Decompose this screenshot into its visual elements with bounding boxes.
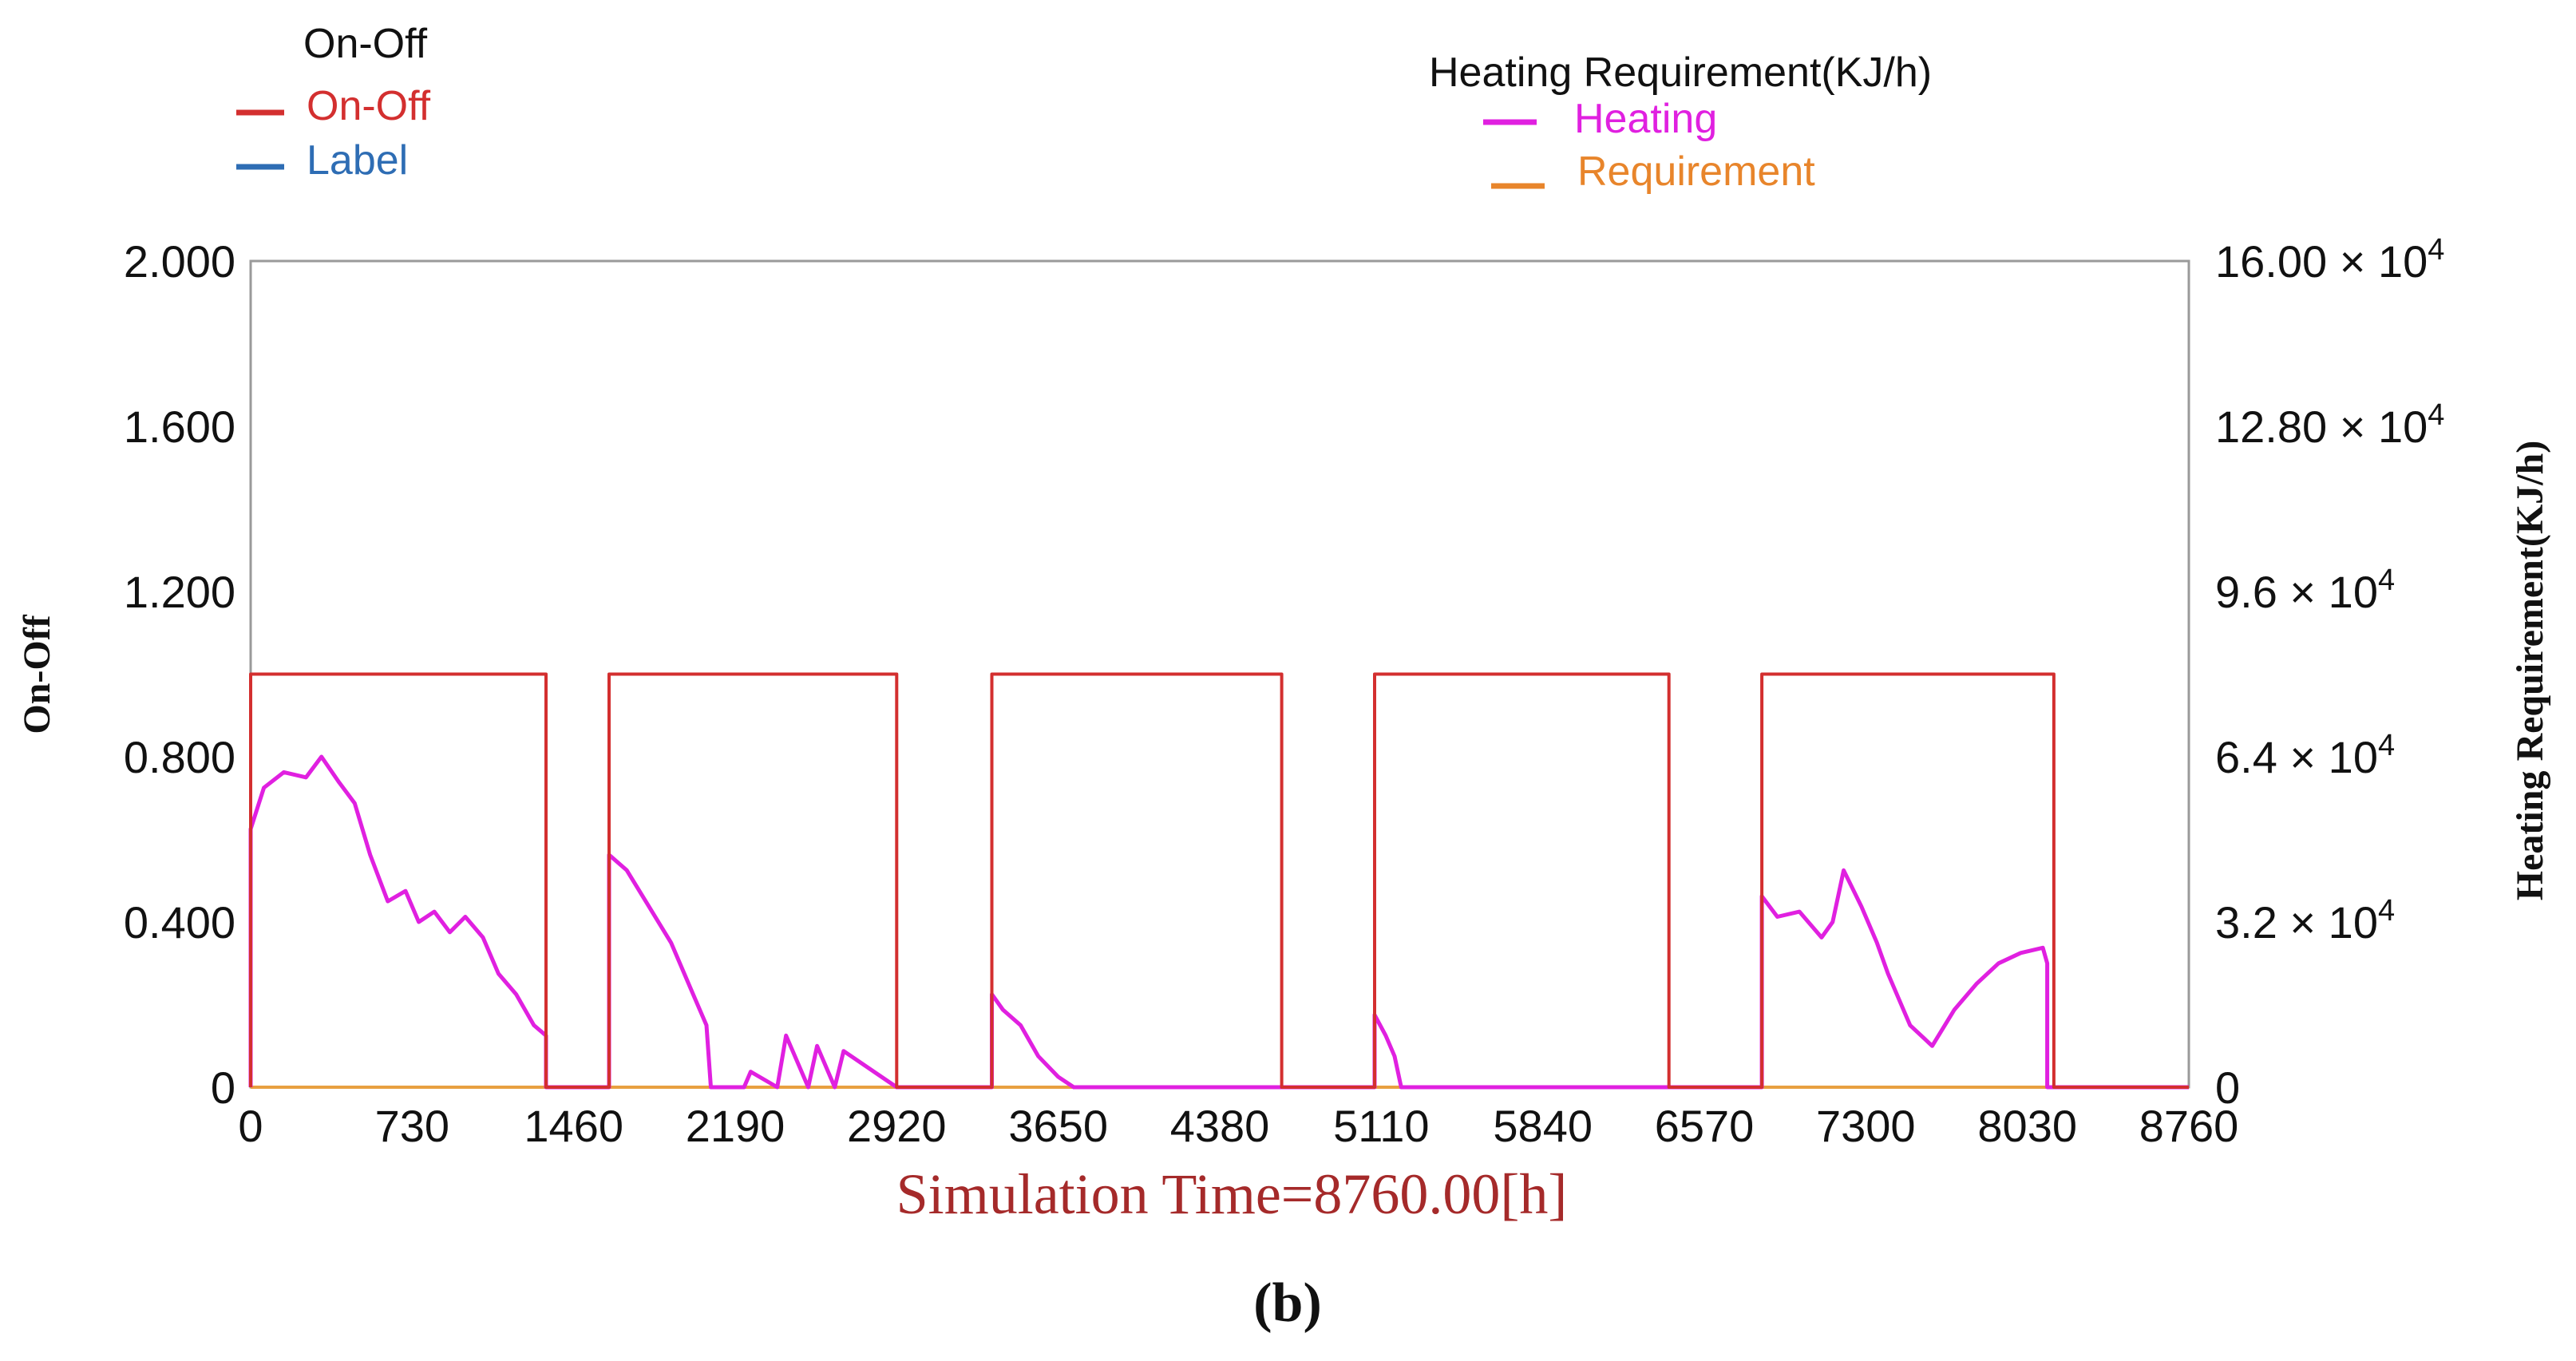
- x-tick-label: 6570: [1655, 1101, 1755, 1151]
- y-left-tick-label: 0: [211, 1062, 235, 1113]
- x-tick-label: 3650: [1008, 1101, 1108, 1151]
- legend-right-title: Heating Requirement(KJ/h): [1429, 49, 1932, 96]
- y-right-tick-label: 6.4 × 104: [2215, 729, 2395, 782]
- x-tick-label: 8760: [2139, 1101, 2239, 1151]
- y-axis-left-ticks: 0 0.400 0.800 1.200 1.600 2.000: [124, 236, 235, 1113]
- y-left-tick-label: 2.000: [124, 236, 235, 287]
- y-right-tick-label: 9.6 × 104: [2215, 564, 2395, 617]
- y-right-tick-label: 12.80 × 104: [2215, 398, 2444, 452]
- series-line-on-off: [249, 672, 2189, 1089]
- legend-right-label-1: Requirement: [1577, 148, 1815, 195]
- y-right-tick-label: 0: [2215, 1062, 2240, 1113]
- legend-left-title: On-Off: [303, 21, 428, 67]
- x-tick-label: 730: [375, 1101, 449, 1151]
- y-axis-left-label: On-Off: [16, 614, 58, 734]
- x-tick-label: 1460: [524, 1101, 623, 1151]
- x-tick-label: 2920: [847, 1101, 947, 1151]
- y-axis-right-label: Heating Requirement(KJ/h): [2509, 441, 2551, 900]
- legend-right: Heating Requirement(KJ/h) Heating Requir…: [1429, 49, 1932, 195]
- series-line-heating: [248, 754, 2189, 1090]
- x-tick-label: 8030: [1977, 1101, 2077, 1151]
- legend-left-label-0: On-Off: [307, 83, 431, 129]
- legend-left: On-Off On-Off Label: [236, 21, 431, 184]
- y-right-tick-label: 16.00 × 104: [2215, 233, 2444, 287]
- figure-caption: (b): [1253, 1272, 1322, 1334]
- x-tick-label: 4380: [1170, 1101, 1270, 1151]
- y-left-tick-label: 0.800: [124, 732, 235, 782]
- x-tick-label: 5110: [1333, 1101, 1429, 1151]
- x-tick-label: 5840: [1493, 1101, 1593, 1151]
- legend-right-label-0: Heating: [1574, 96, 1717, 142]
- x-axis-ticks: 0 730 1460 2190 2920 3650 4380 5110 5840 6570 7300…: [238, 1101, 2238, 1151]
- y-left-tick-label: 0.400: [124, 897, 235, 948]
- legend-left-label-1: Label: [307, 137, 408, 184]
- y-left-tick-label: 1.200: [124, 567, 235, 617]
- x-tick-label: 2190: [686, 1101, 785, 1151]
- x-tick-label: 7300: [1816, 1101, 1916, 1151]
- y-axis-right-ticks: 0 3.2 × 104 6.4 × 104 9.6 × 104 12.80 × 104 1…: [2215, 233, 2444, 1113]
- series-layer: [248, 672, 2189, 1090]
- y-right-tick-label: 3.2 × 104: [2215, 894, 2395, 948]
- x-tick-label: 0: [238, 1101, 263, 1151]
- x-axis-label: Simulation Time=8760.00[h]: [896, 1162, 1568, 1226]
- y-left-tick-label: 1.600: [124, 402, 235, 452]
